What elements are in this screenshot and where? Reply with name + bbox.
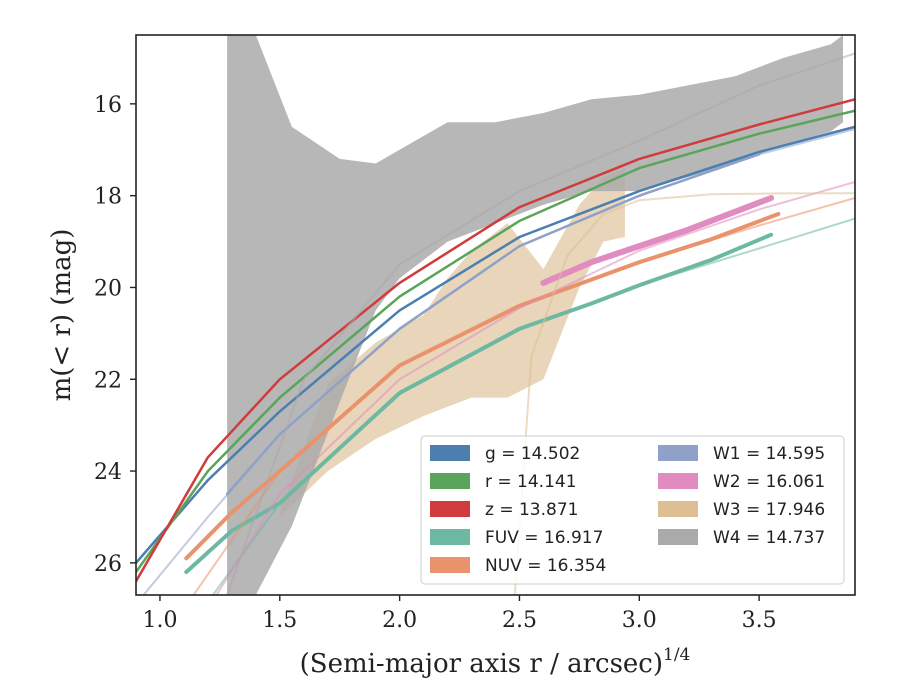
- legend-swatch-nuv: [430, 557, 470, 573]
- x-tick-label: 3.0: [622, 608, 657, 633]
- y-tick-label: 22: [94, 368, 122, 393]
- legend-label-w4: W4 = 14.737: [713, 528, 825, 548]
- legend-frame: [420, 435, 845, 585]
- legend-swatch-g: [430, 445, 470, 461]
- y-tick-label: 26: [94, 552, 122, 577]
- measured-line-r: [136, 109, 855, 574]
- y-tick-label: 18: [94, 185, 122, 210]
- measured-line-g: [136, 125, 855, 565]
- x-tick-label: 1.0: [142, 608, 177, 633]
- fit-line-w3: [513, 192, 855, 595]
- legend-swatch-w2: [658, 473, 698, 489]
- legend-swatch-z: [430, 501, 470, 517]
- measured-line-z: [136, 98, 855, 583]
- legend-label-z: z = 13.871: [485, 500, 578, 520]
- x-axis-ticks: 1.0 1.5 2.0 2.5 3.0 3.5: [142, 595, 777, 633]
- legend-label-nuv: NUV = 16.354: [485, 556, 606, 576]
- legend: g = 14.502 r = 14.141 z = 13.871 FUV = 16.9…: [420, 435, 845, 585]
- y-tick-label: 20: [94, 276, 122, 301]
- series-lines: [136, 52, 855, 595]
- legend-label-fuv: FUV = 16.917: [485, 528, 603, 548]
- measured-line-w1: [225, 153, 761, 496]
- legend-label-w1: W1 = 14.595: [713, 444, 825, 464]
- x-tick-label: 2.0: [382, 608, 417, 633]
- measured-line-w2: [540, 195, 775, 286]
- x-tick-label: 1.5: [262, 608, 297, 633]
- legend-label-g: g = 14.502: [485, 444, 580, 464]
- y-tick-label: 16: [94, 93, 122, 118]
- y-tick-label: 24: [94, 460, 122, 485]
- legend-swatch-r: [430, 473, 470, 489]
- fit-line-w4: [226, 52, 855, 595]
- legend-swatch-fuv: [430, 529, 470, 545]
- x-tick-label: 3.5: [742, 608, 777, 633]
- measured-line-fuv: [184, 232, 774, 574]
- legend-swatch-w1: [658, 445, 698, 461]
- legend-label-r: r = 14.141: [485, 472, 577, 492]
- y-axis-label: m(< r) (mag): [47, 229, 77, 402]
- legend-label-w3: W3 = 17.946: [713, 500, 825, 520]
- band-w3: [279, 168, 625, 517]
- legend-swatch-w4: [658, 529, 698, 545]
- y-axis-ticks: 16 18 20 22 24 26: [94, 93, 136, 577]
- x-axis-label: (Semi-major axis r / arcsec)1/4: [300, 645, 691, 679]
- measured-line-nuv: [184, 212, 781, 561]
- legend-swatch-w3: [658, 501, 698, 517]
- fit-line-w2: [215, 180, 855, 595]
- legend-label-w2: W2 = 16.061: [713, 472, 825, 492]
- x-tick-label: 2.5: [502, 608, 537, 633]
- plot-frame: [135, 34, 856, 596]
